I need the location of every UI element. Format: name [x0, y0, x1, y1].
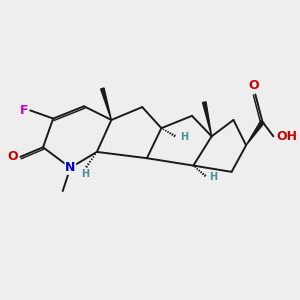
Text: H: H [209, 172, 217, 182]
Text: N: N [65, 161, 76, 174]
Text: O: O [8, 150, 18, 163]
Text: F: F [20, 104, 28, 117]
Text: OH: OH [276, 130, 297, 143]
Polygon shape [202, 102, 211, 136]
Polygon shape [100, 88, 111, 120]
Text: H: H [180, 132, 188, 142]
Text: O: O [249, 79, 259, 92]
Text: H: H [81, 169, 89, 179]
Polygon shape [246, 121, 264, 146]
